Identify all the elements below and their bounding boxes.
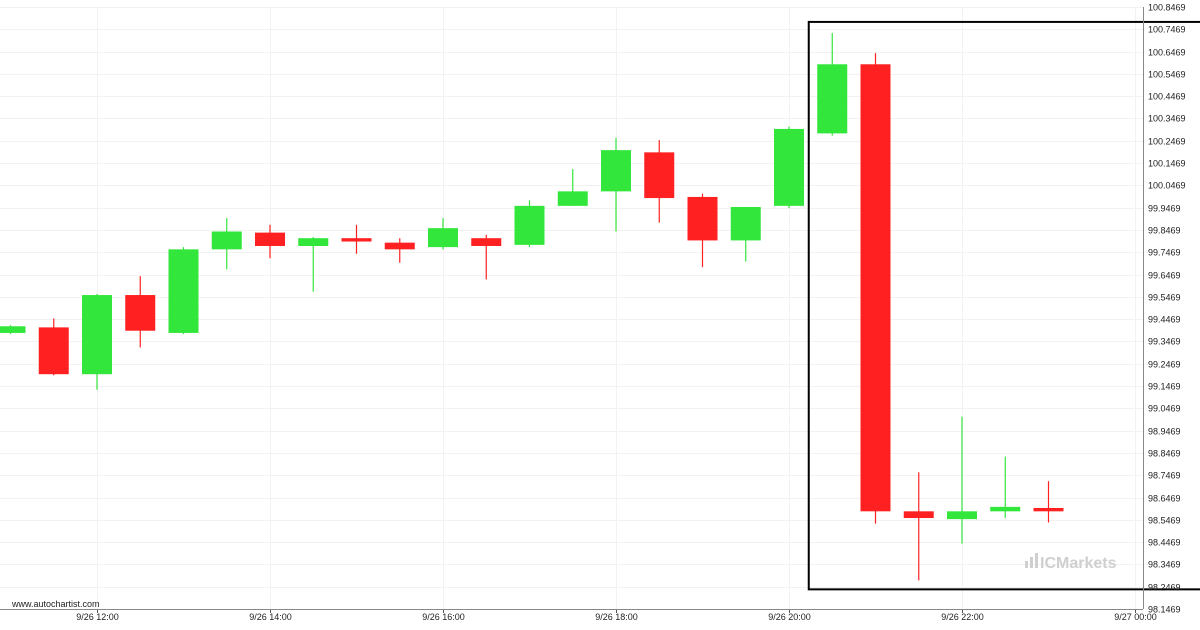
axes-layer: 100.8469 100.7469 100.6469 100.5469 100.4469… [0,3,1186,622]
candle-bearish [471,238,502,246]
y-tick-label: 99.1469 [1148,382,1181,392]
candle-bullish [557,191,588,206]
pattern-highlight-box [807,20,1200,591]
y-tick-label: 98.5469 [1148,516,1181,526]
candle-bullish [514,205,545,245]
candle-bullish [0,326,26,333]
y-tick-label: 99.3469 [1148,337,1181,347]
y-tick-label: 98.6469 [1148,494,1181,504]
candle-bearish [341,238,372,242]
x-tick-label: 9/27 00:00 [1114,612,1157,622]
highlight-box-layer [807,20,1200,591]
y-tick-label: 98.1469 [1148,605,1181,615]
y-tick-label: 100.5469 [1148,70,1186,80]
y-tick-label: 98.7469 [1148,471,1181,481]
candle-bullish [82,295,112,375]
watermark-bar-icon [1030,557,1033,568]
y-tick-label: 100.6469 [1148,48,1186,58]
x-tick-label: 9/26 20:00 [768,612,811,622]
x-tick-label: 9/26 18:00 [595,612,638,622]
candle-bullish [817,64,848,134]
y-tick-label: 100.3469 [1148,114,1186,124]
y-tick-label: 99.7469 [1148,248,1181,258]
y-tick-label: 99.4469 [1148,315,1181,325]
x-tick-label: 9/26 16:00 [422,612,465,622]
candle-bearish [38,327,69,375]
watermark: ICMarkets [1025,553,1117,572]
candle-bullish [730,206,761,241]
y-tick-label: 100.4469 [1148,92,1186,102]
y-tick-label: 100.0469 [1148,181,1186,191]
y-tick-label: 98.2469 [1148,583,1181,593]
watermark-text: ICMarkets [1040,555,1117,572]
y-tick-label: 99.2469 [1148,360,1181,370]
candle-bearish [903,511,934,519]
y-tick-label: 98.8469 [1148,449,1181,459]
candle-bearish [125,295,156,331]
y-tick-label: 98.4469 [1148,538,1181,548]
y-tick-label: 100.8469 [1148,3,1186,13]
candle-bullish [168,249,199,333]
x-tick-label: 9/26 12:00 [76,612,119,622]
candle-bullish [774,128,804,206]
watermark-bar-icon [1035,553,1038,568]
y-tick-label: 100.2469 [1148,137,1186,147]
source-label: www.autochartist.com [11,599,100,609]
y-tick-label: 99.5469 [1148,293,1181,303]
candle-bearish [384,242,415,250]
x-tick-label: 9/26 22:00 [941,612,984,622]
candle-bearish [644,152,675,199]
candle-bullish [298,238,329,246]
watermark-bar-icon [1025,561,1028,568]
y-tick-label: 99.6469 [1148,271,1181,281]
y-tick-label: 98.9469 [1148,427,1181,437]
candle-bullish [947,511,977,520]
y-tick-label: 98.3469 [1148,560,1181,570]
candles-layer [0,33,1064,581]
candle-bullish [428,228,458,248]
candle-bearish [1033,507,1064,512]
candle-bullish [601,150,631,192]
y-tick-label: 100.7469 [1148,25,1186,35]
y-tick-label: 99.0469 [1148,404,1181,414]
candle-bearish [255,232,285,246]
y-tick-label: 99.8469 [1148,226,1181,236]
candle-bullish [990,506,1021,512]
candle-bearish [860,64,891,512]
candle-bullish [211,231,242,250]
y-tick-label: 100.1469 [1148,159,1186,169]
y-tick-label: 99.9469 [1148,204,1181,214]
x-tick-label: 9/26 14:00 [249,612,292,622]
candle-bearish [687,196,718,241]
